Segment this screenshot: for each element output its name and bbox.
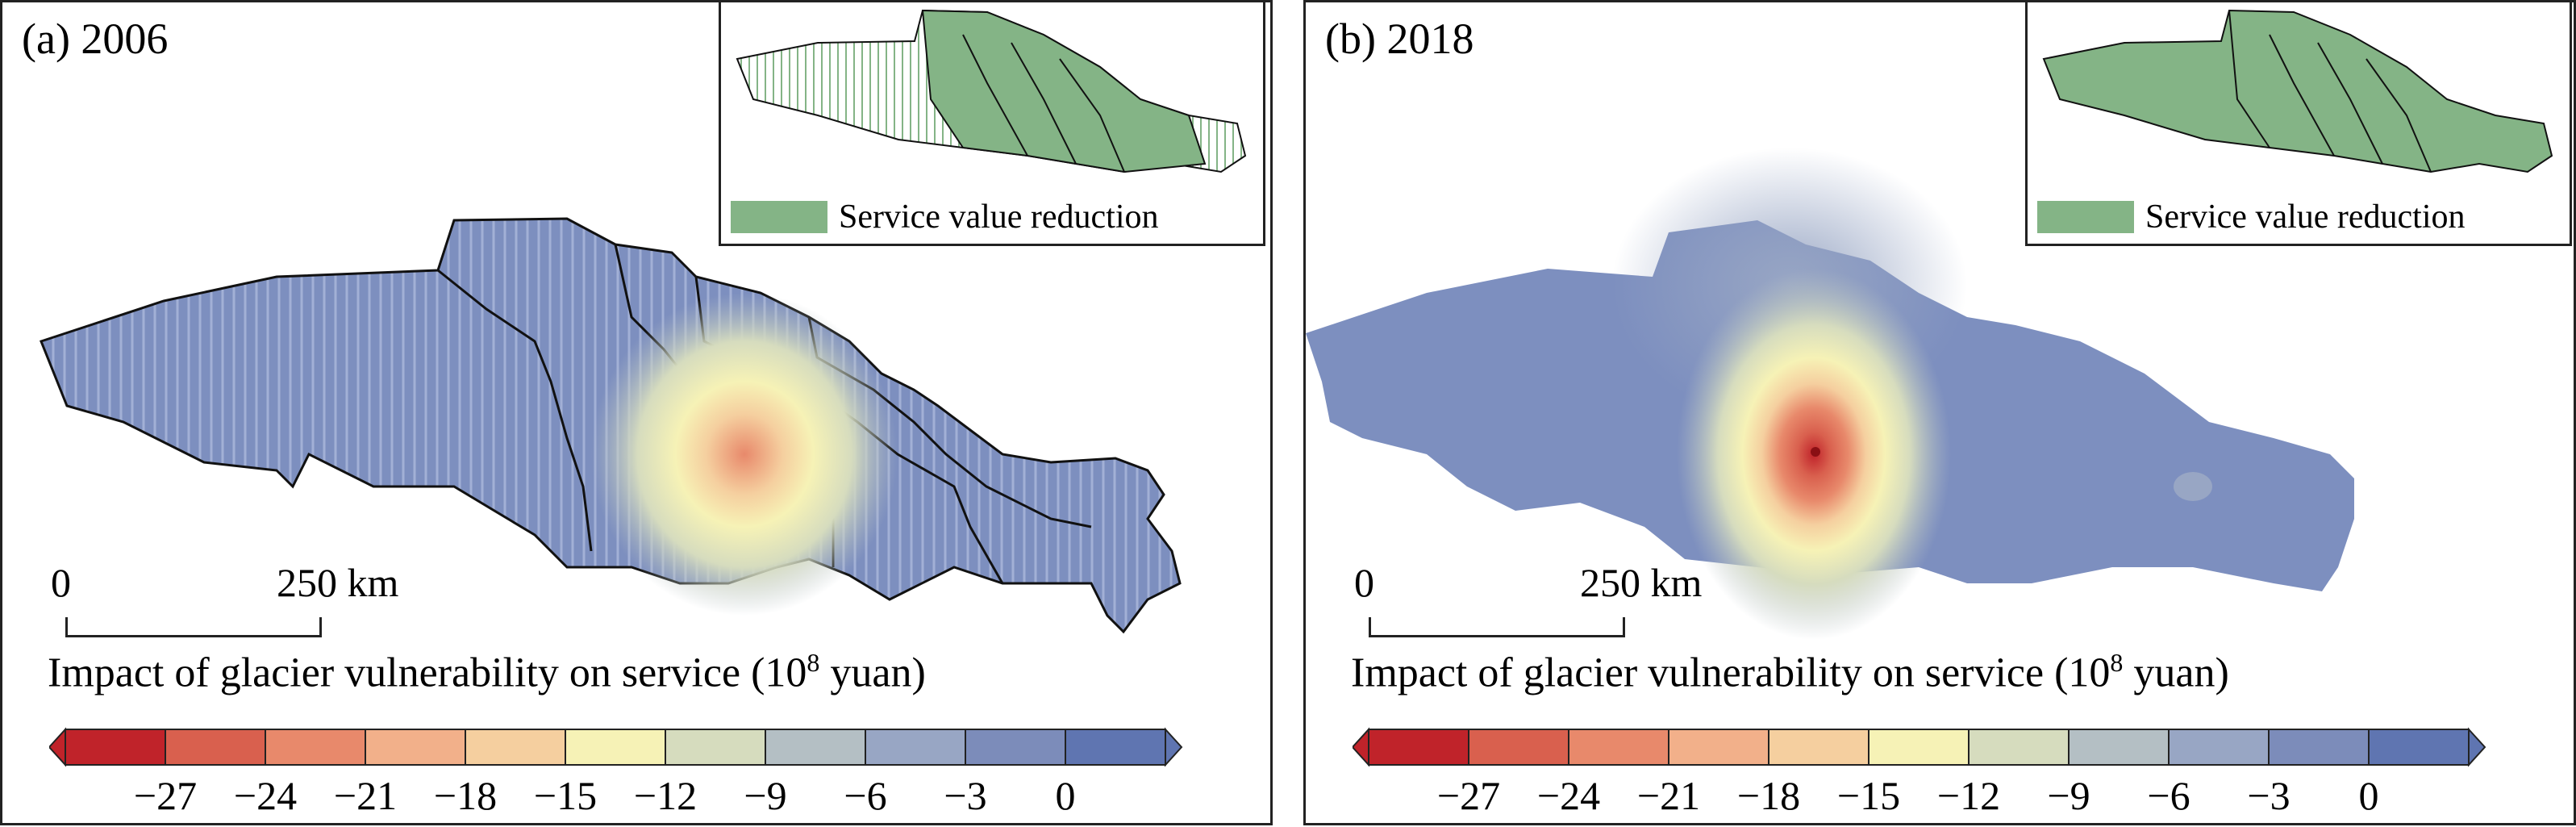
legend-swatch [731, 201, 827, 233]
colorbar-ticks: −27 −24 −21 −18 −15 −12 −9 −6 −3 0 [2, 772, 1270, 821]
inset-legend-label: Service value reduction [2145, 198, 2466, 236]
colorbar-tick-label: −18 [1736, 773, 1801, 818]
inset-map-shape [736, 9, 1247, 173]
inset-map: Service value reduction [719, 2, 1265, 246]
scale-line [1369, 617, 1625, 637]
panel-title: (b) 2018 [1325, 15, 1474, 63]
scale-zero: 0 [1354, 560, 1374, 605]
scale-distance: 250 km [1580, 560, 1703, 605]
colorbar-class [2268, 729, 2370, 766]
legend-title: Impact of glacier vulnerability on servi… [1351, 648, 2229, 696]
scale-line [65, 617, 322, 637]
colorbar-tick-label: −9 [744, 773, 787, 818]
colorbar-tick-label: −12 [633, 773, 698, 818]
legend-title-sup: 8 [807, 648, 820, 677]
colorbar-class [965, 729, 1066, 766]
legend-title-end: yuan) [2123, 649, 2229, 696]
colorbar [49, 727, 1183, 767]
inset-map-shape [2042, 9, 2553, 173]
colorbar-class [365, 729, 466, 766]
colorbar-tick-label: −27 [1436, 773, 1501, 818]
legend-title: Impact of glacier vulnerability on servi… [48, 648, 926, 696]
colorbar-class [1368, 729, 1469, 766]
colorbar-tick-label: −15 [1836, 773, 1901, 818]
inset-legend-label: Service value reduction [839, 198, 1159, 236]
scale-bar: 0 250 km [51, 559, 398, 640]
colorbar-tick-label: −9 [2047, 773, 2090, 818]
colorbar-class [2168, 729, 2270, 766]
map-panel-2006: (a) 2006 Service value reduction 0 250 k… [0, 0, 1273, 825]
colorbar-class [2068, 729, 2170, 766]
colorbar-class [1065, 729, 1166, 766]
colorbar-tick-label: −3 [2247, 773, 2290, 818]
colorbar-tick-label: −6 [844, 773, 887, 818]
inset-legend: Service value reduction [731, 198, 1159, 236]
colorbar-class [1568, 729, 1669, 766]
inset-legend: Service value reduction [2037, 198, 2466, 236]
colorbar-class [2368, 729, 2470, 766]
colorbar-class [865, 729, 966, 766]
colorbar-class [465, 729, 566, 766]
legend-title-text: Impact of glacier vulnerability on servi… [1351, 649, 2111, 696]
colorbar-tick-label: −24 [1536, 773, 1601, 818]
colorbar-tick-label: 0 [1055, 773, 1076, 818]
colorbar-tick-label: −12 [1936, 773, 2001, 818]
colorbar-class [65, 729, 166, 766]
colorbar-class [1968, 729, 2070, 766]
panel-title: (a) 2006 [22, 15, 169, 63]
colorbar-class [1868, 729, 1970, 766]
colorbar-tick-label: −18 [433, 773, 498, 818]
colorbar-extend-min [49, 727, 66, 767]
colorbar-tick-label: 0 [2358, 773, 2379, 818]
colorbar-tick-label: −21 [1636, 773, 1701, 818]
legend-title-sup: 8 [2110, 648, 2124, 677]
scale-bar: 0 250 km [1354, 559, 1702, 640]
legend-title-text: Impact of glacier vulnerability on servi… [48, 649, 807, 696]
map-panel-2018: (b) 2018 Service value reduction 0 250 k… [1303, 0, 2576, 825]
colorbar-class [665, 729, 766, 766]
colorbar-tick-label: −27 [133, 773, 198, 818]
legend-swatch [2037, 201, 2134, 233]
scale-zero: 0 [51, 560, 71, 605]
colorbar-class [265, 729, 366, 766]
colorbar-extend-max [2468, 727, 2486, 767]
main-map-2018 [1306, 148, 2354, 640]
basin-boundary [437, 269, 593, 552]
minor-hotspot [2174, 472, 2212, 501]
colorbar [1353, 727, 2486, 767]
colorbar-class [1668, 729, 1769, 766]
hotspot-center [1811, 447, 1820, 457]
colorbar-class [1468, 729, 1569, 766]
colorbar-extend-min [1353, 727, 1369, 767]
legend-title-end: yuan) [819, 649, 926, 696]
colorbar-tick-label: −21 [333, 773, 398, 818]
inset-map: Service value reduction [2025, 2, 2572, 246]
colorbar-class [165, 729, 266, 766]
colorbar-class [765, 729, 866, 766]
scale-distance: 250 km [277, 560, 399, 605]
colorbar-class [1768, 729, 1869, 766]
colorbar-class [565, 729, 666, 766]
colorbar-tick-label: −24 [233, 773, 298, 818]
colorbar-ticks: −27 −24 −21 −18 −15 −12 −9 −6 −3 0 [1306, 772, 2574, 821]
colorbar-tick-label: −6 [2147, 773, 2190, 818]
colorbar-tick-label: −3 [944, 773, 987, 818]
main-map-2006 [40, 217, 1182, 634]
vulnerability-hotspot [591, 293, 898, 616]
colorbar-extend-max [1165, 727, 1183, 767]
colorbar-tick-label: −15 [533, 773, 598, 818]
